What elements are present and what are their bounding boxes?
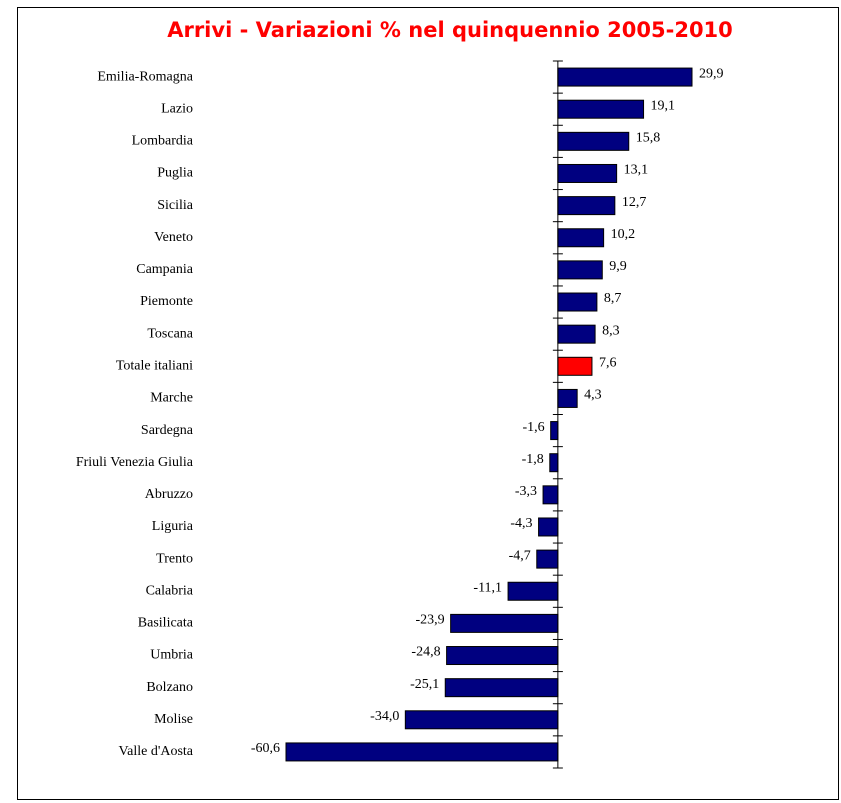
category-label: Piemonte: [140, 294, 193, 309]
value-label: 15,8: [636, 131, 661, 146]
value-label: 19,1: [651, 98, 676, 113]
value-label: 8,7: [604, 291, 622, 306]
value-label: 8,3: [602, 323, 620, 338]
category-label: Bolzano: [146, 680, 193, 695]
value-label: -24,8: [411, 645, 440, 660]
value-label: -11,1: [473, 580, 502, 595]
category-label: Friuli Venezia Giulia: [76, 455, 194, 470]
category-label: Veneto: [154, 230, 193, 245]
category-label: Lombardia: [132, 134, 194, 149]
bar: [446, 646, 559, 666]
category-label: Calabria: [146, 583, 194, 598]
bar: [404, 710, 559, 730]
category-label: Sardegna: [141, 423, 194, 438]
value-label: -1,6: [523, 420, 545, 435]
value-label: 7,6: [599, 356, 617, 371]
bar: [557, 228, 605, 248]
category-label: Marche: [150, 391, 193, 406]
bar: [557, 99, 645, 119]
value-label: 12,7: [622, 195, 647, 210]
value-label: -1,8: [522, 452, 544, 467]
bar: [549, 453, 559, 473]
category-label: Sicilia: [157, 198, 194, 213]
bar: [550, 421, 559, 441]
value-label: 13,1: [624, 163, 649, 178]
category-label: Valle d'Aosta: [119, 744, 194, 759]
value-label: 9,9: [609, 259, 627, 274]
value-label: -25,1: [410, 677, 439, 692]
bar: [444, 678, 559, 698]
category-label: Emilia-Romagna: [97, 69, 193, 84]
category-label: Campania: [136, 262, 194, 277]
bar: [557, 131, 630, 151]
bar: [450, 613, 559, 633]
category-label: Molise: [154, 712, 193, 727]
chart-title: Arrivi - Variazioni % nel quinquennio 20…: [167, 18, 733, 42]
value-label: -4,7: [509, 548, 531, 563]
value-label: -23,9: [415, 613, 444, 628]
value-label: -34,0: [370, 709, 399, 724]
bar: [557, 196, 616, 216]
value-label: -3,3: [515, 484, 537, 499]
bar: [557, 388, 578, 408]
category-label: Puglia: [157, 166, 194, 181]
bar: [557, 260, 603, 280]
value-label: -4,3: [510, 516, 532, 531]
category-label: Basilicata: [138, 616, 194, 631]
category-label: Trento: [156, 551, 193, 566]
bar: [542, 485, 559, 505]
bar: [285, 742, 559, 762]
bar: [557, 356, 593, 376]
category-label: Umbria: [150, 648, 194, 663]
value-label: 4,3: [584, 388, 602, 403]
category-label: Abruzzo: [145, 487, 193, 502]
bar: [557, 163, 618, 183]
value-label: 10,2: [611, 227, 636, 242]
bar: [557, 292, 598, 312]
bar: [557, 67, 693, 87]
bar: [538, 517, 559, 537]
bar: [536, 549, 559, 569]
bar: [507, 581, 559, 601]
category-label: Liguria: [152, 519, 194, 534]
frame: [17, 7, 839, 800]
category-label: Toscana: [147, 326, 193, 341]
category-label: Lazio: [161, 101, 193, 116]
value-label: 29,9: [699, 66, 724, 81]
category-label: Totale italiani: [116, 359, 193, 374]
value-label: -60,6: [251, 741, 280, 756]
bar: [557, 324, 596, 344]
